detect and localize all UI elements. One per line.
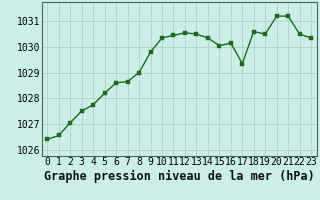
X-axis label: Graphe pression niveau de la mer (hPa): Graphe pression niveau de la mer (hPa) xyxy=(44,170,315,183)
